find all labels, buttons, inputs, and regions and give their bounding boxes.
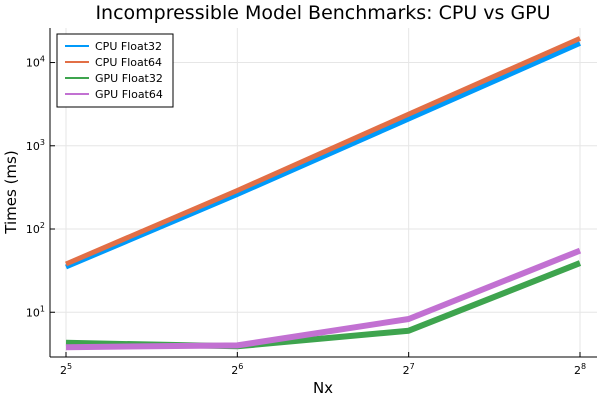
x-tick-label: 28 [574, 362, 586, 377]
x-tick-exponent: 7 [410, 362, 415, 371]
x-tick-label: 25 [60, 362, 72, 377]
series-line-cpu-float32 [65, 41, 582, 270]
legend-label: CPU Float32 [95, 40, 162, 53]
x-tick-base: 2 [60, 364, 67, 377]
y-axis-title: Times (ms) [2, 150, 20, 234]
series-lines [65, 36, 582, 351]
y-tick-label: 102 [26, 221, 45, 236]
series-line-cpu-float64 [65, 36, 582, 267]
legend-label: CPU Float64 [95, 56, 162, 69]
x-tick-exponent: 6 [238, 362, 243, 371]
x-tick-label: 26 [231, 362, 243, 377]
axes [49, 28, 597, 358]
legend-label: GPU Float64 [95, 88, 163, 101]
legend: CPU Float32 CPU Float64 GPU Float32 GPU Flo… [56, 33, 174, 108]
y-tick-base: 10 [26, 306, 40, 319]
x-tick-base: 2 [403, 364, 410, 377]
y-tick-label: 101 [26, 304, 45, 319]
legend-label: GPU Float32 [95, 72, 163, 85]
y-tick-exponent: 1 [40, 304, 45, 313]
y-tick-base: 10 [26, 57, 40, 70]
y-tick-exponent: 2 [40, 221, 45, 230]
y-tick-base: 10 [26, 223, 40, 236]
x-tick-base: 2 [231, 364, 238, 377]
x-axis-title: Nx [313, 379, 333, 397]
y-tick-base: 10 [26, 140, 40, 153]
x-tick-exponent: 5 [67, 362, 72, 371]
y-tick-exponent: 4 [40, 55, 45, 64]
x-tick-exponent: 8 [581, 362, 586, 371]
x-tick-label: 27 [403, 362, 415, 377]
series-line-gpu-float64 [65, 247, 582, 351]
x-tick-base: 2 [574, 364, 581, 377]
y-tick-label: 103 [26, 138, 45, 153]
y-tick-exponent: 3 [40, 138, 45, 147]
y-tick-label: 104 [26, 55, 45, 70]
chart-title: Incompressible Model Benchmarks: CPU vs … [95, 2, 550, 24]
